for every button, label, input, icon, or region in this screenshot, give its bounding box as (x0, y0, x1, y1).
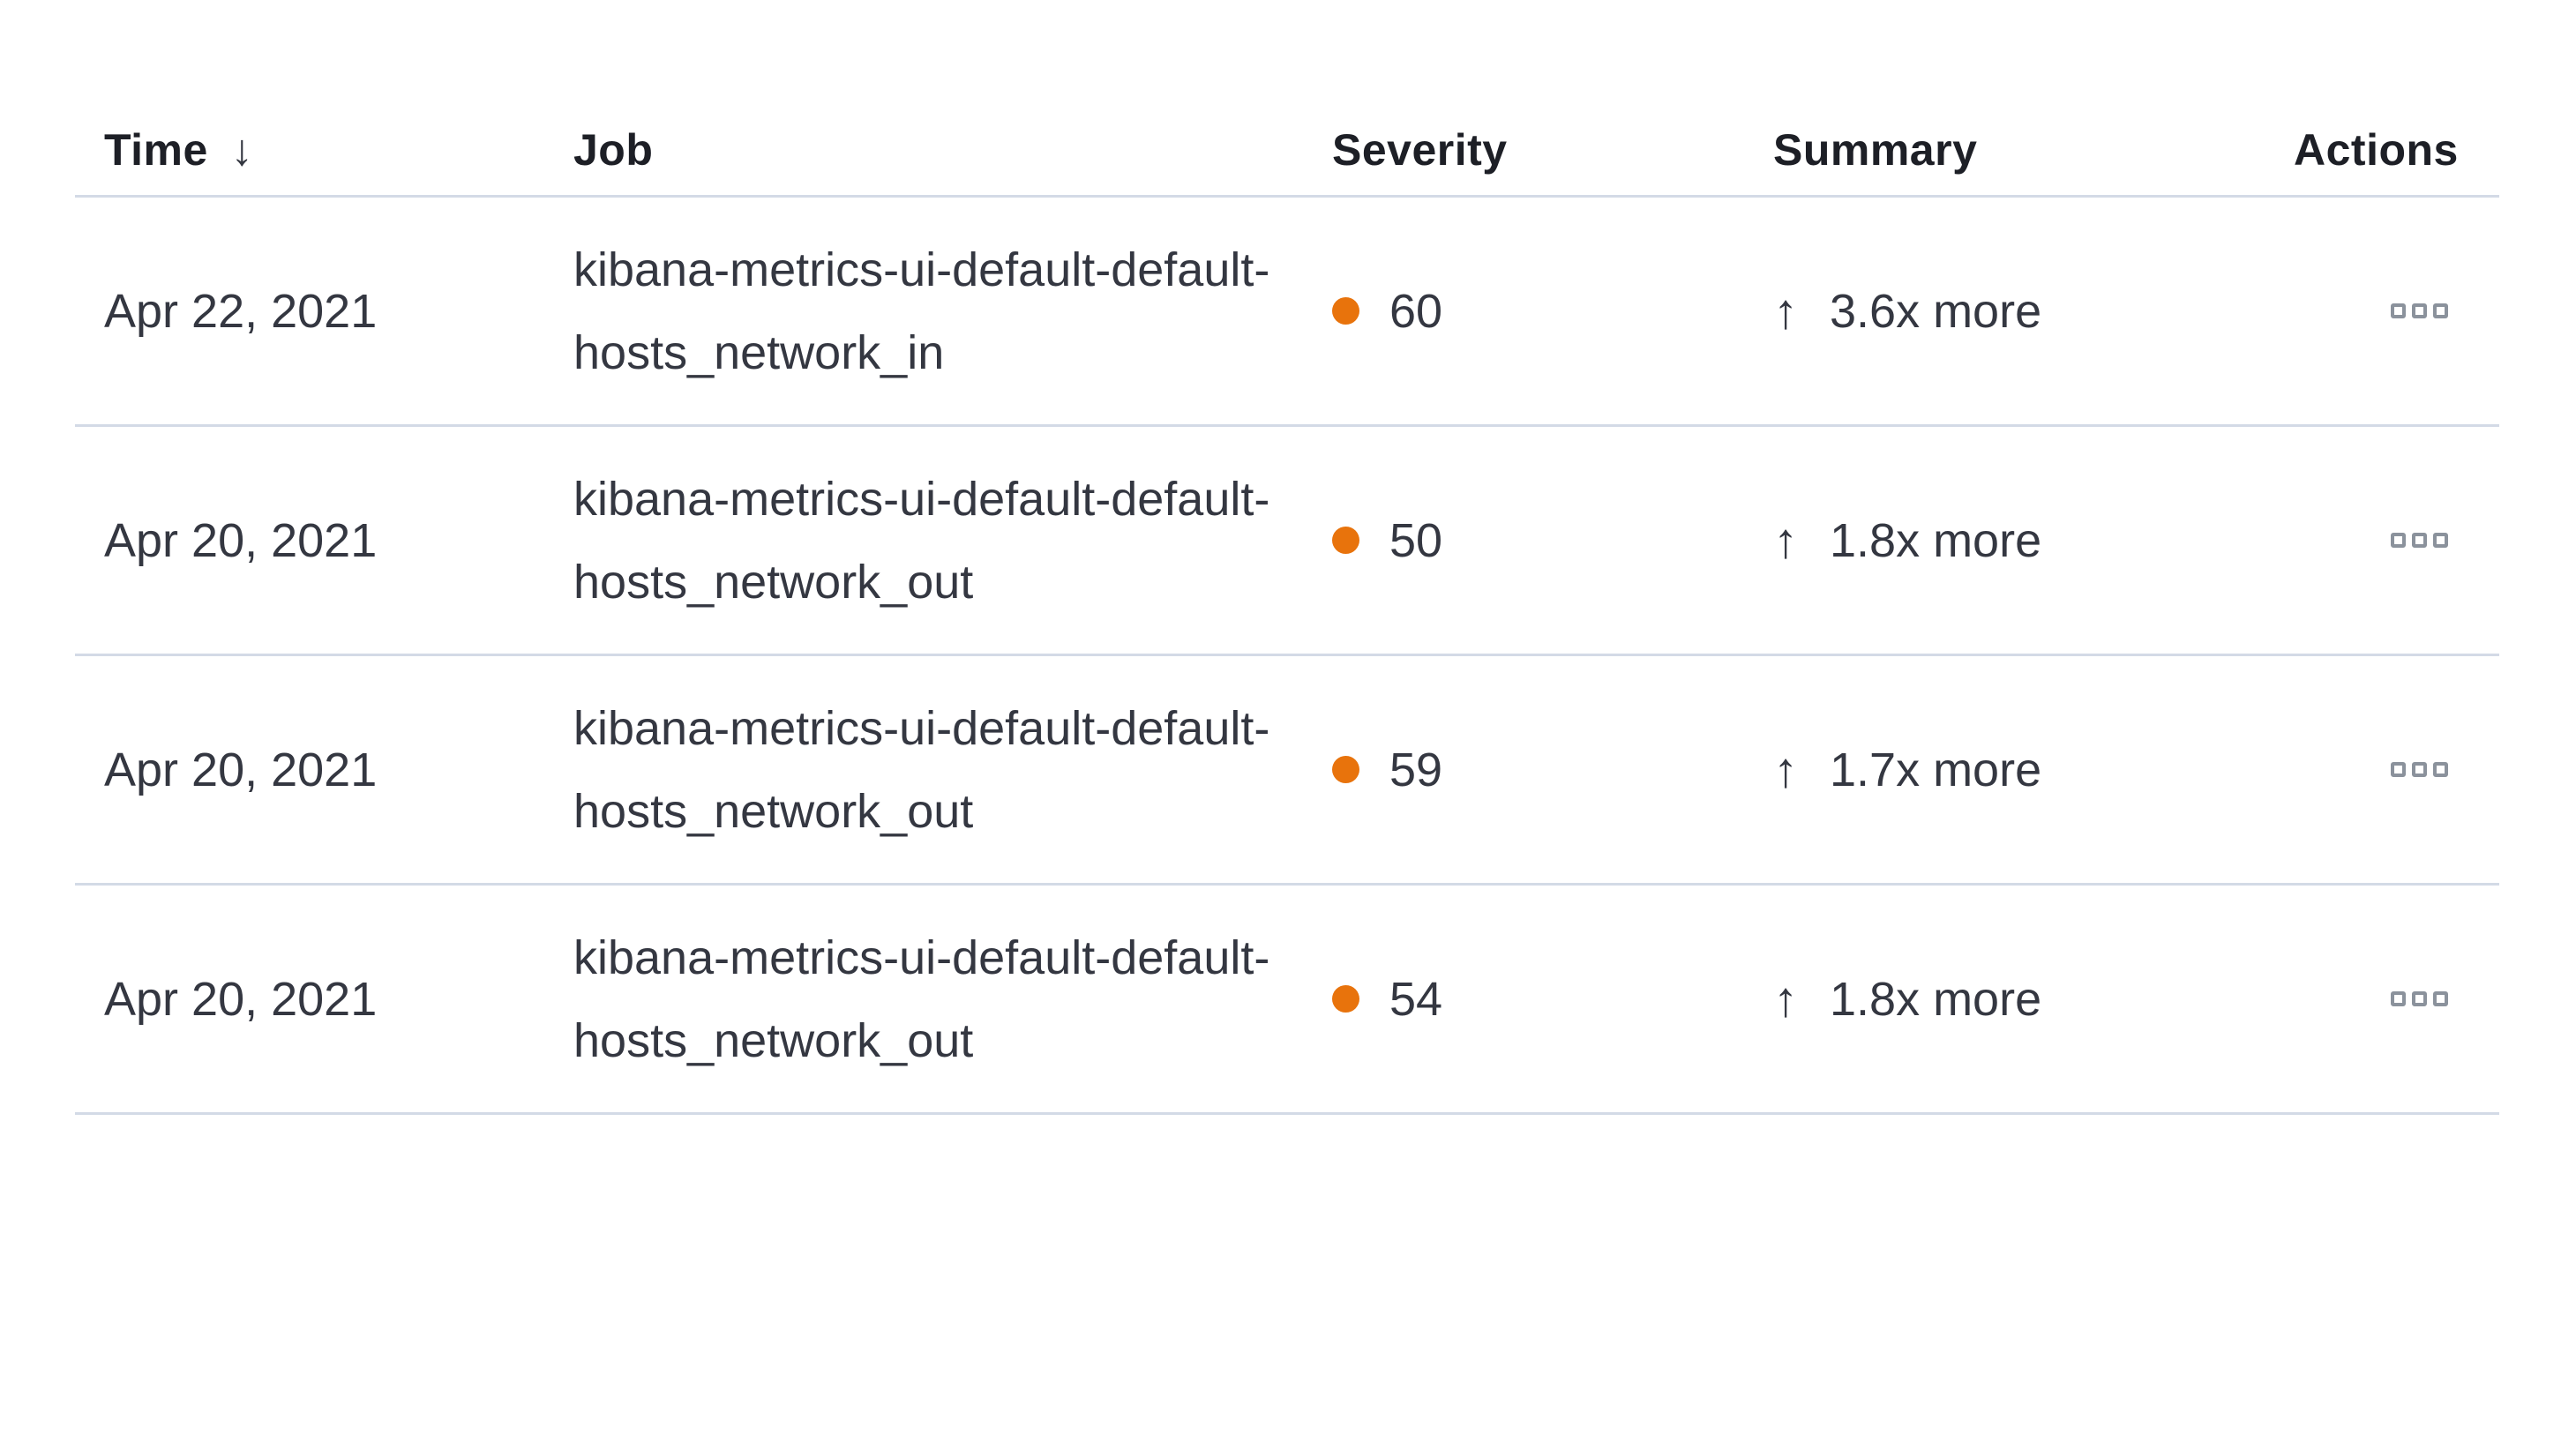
severity-dot-icon (1332, 756, 1359, 783)
boxes-horizontal-icon (2391, 303, 2448, 318)
severity-score: 59 (1389, 743, 1443, 796)
severity-dot-icon (1332, 527, 1359, 554)
severity-dot-icon (1332, 297, 1359, 325)
severity-cell: 54 (1332, 972, 1773, 1027)
summary-cell: ↑ 1.7x more (1773, 741, 2294, 798)
actions-cell (2294, 753, 2499, 786)
icon-square (2412, 991, 2427, 1006)
job-name: kibana-metrics-ui-default-default-hosts_… (573, 472, 1270, 609)
table-row: Apr 22, 2021 kibana-metrics-ui-default-d… (75, 198, 2499, 427)
arrow-up-icon: ↑ (1773, 283, 1798, 339)
summary-text: 1.8x more (1830, 513, 2042, 567)
boxes-horizontal-icon (2391, 991, 2448, 1006)
summary-cell: ↑ 3.6x more (1773, 282, 2294, 340)
job-cell: kibana-metrics-ui-default-default-hosts_… (573, 687, 1332, 853)
actions-menu-button[interactable] (2382, 753, 2457, 786)
job-cell: kibana-metrics-ui-default-default-hosts_… (573, 228, 1332, 394)
boxes-horizontal-icon (2391, 762, 2448, 777)
summary-text: 3.6x more (1830, 284, 2042, 338)
arrow-up-icon: ↑ (1773, 742, 1798, 797)
icon-square (2433, 762, 2448, 777)
column-header-severity[interactable]: Severity (1332, 125, 1508, 175)
summary-cell: ↑ 1.8x more (1773, 970, 2294, 1028)
column-header-time-label: Time (104, 125, 208, 175)
actions-cell (2294, 524, 2499, 557)
time-cell: Apr 20, 2021 (104, 972, 378, 1026)
actions-cell (2294, 295, 2499, 327)
table-header-row: Time ↓ Job Severity Summary Actions (75, 0, 2499, 198)
arrow-up-icon: ↑ (1773, 971, 1798, 1027)
column-header-job[interactable]: Job (573, 125, 654, 175)
icon-square (2412, 533, 2427, 548)
severity-cell: 50 (1332, 513, 1773, 568)
sort-descending-icon: ↓ (230, 125, 254, 175)
summary-text: 1.7x more (1830, 743, 2042, 796)
job-cell: kibana-metrics-ui-default-default-hosts_… (573, 916, 1332, 1082)
icon-square (2391, 991, 2406, 1006)
severity-dot-icon (1332, 985, 1359, 1013)
actions-menu-button[interactable] (2382, 295, 2457, 327)
summary-cell: ↑ 1.8x more (1773, 512, 2294, 569)
column-header-time[interactable]: Time ↓ (75, 124, 573, 176)
column-header-actions: Actions (2294, 125, 2459, 175)
severity-score: 50 (1389, 513, 1443, 567)
time-cell: Apr 22, 2021 (104, 284, 378, 338)
severity-score: 54 (1389, 972, 1443, 1026)
icon-square (2433, 533, 2448, 548)
job-name: kibana-metrics-ui-default-default-hosts_… (573, 243, 1270, 379)
icon-square (2412, 303, 2427, 318)
actions-menu-button[interactable] (2382, 983, 2457, 1015)
icon-square (2391, 533, 2406, 548)
job-name: kibana-metrics-ui-default-default-hosts_… (573, 701, 1270, 838)
severity-cell: 60 (1332, 284, 1773, 339)
table-row: Apr 20, 2021 kibana-metrics-ui-default-d… (75, 427, 2499, 656)
severity-score: 60 (1389, 284, 1443, 338)
job-name: kibana-metrics-ui-default-default-hosts_… (573, 931, 1270, 1067)
icon-square (2412, 762, 2427, 777)
boxes-horizontal-icon (2391, 533, 2448, 548)
icon-square (2391, 303, 2406, 318)
time-cell: Apr 20, 2021 (104, 743, 378, 796)
anomalies-table: Time ↓ Job Severity Summary Actions Apr 2… (75, 0, 2499, 1115)
column-header-summary[interactable]: Summary (1773, 125, 1978, 175)
actions-cell (2294, 983, 2499, 1015)
severity-cell: 59 (1332, 743, 1773, 797)
arrow-up-icon: ↑ (1773, 512, 1798, 568)
time-cell: Apr 20, 2021 (104, 513, 378, 567)
summary-text: 1.8x more (1830, 972, 2042, 1026)
icon-square (2391, 762, 2406, 777)
table-row: Apr 20, 2021 kibana-metrics-ui-default-d… (75, 656, 2499, 886)
icon-square (2433, 303, 2448, 318)
actions-menu-button[interactable] (2382, 524, 2457, 557)
job-cell: kibana-metrics-ui-default-default-hosts_… (573, 458, 1332, 624)
table-row: Apr 20, 2021 kibana-metrics-ui-default-d… (75, 886, 2499, 1115)
icon-square (2433, 991, 2448, 1006)
